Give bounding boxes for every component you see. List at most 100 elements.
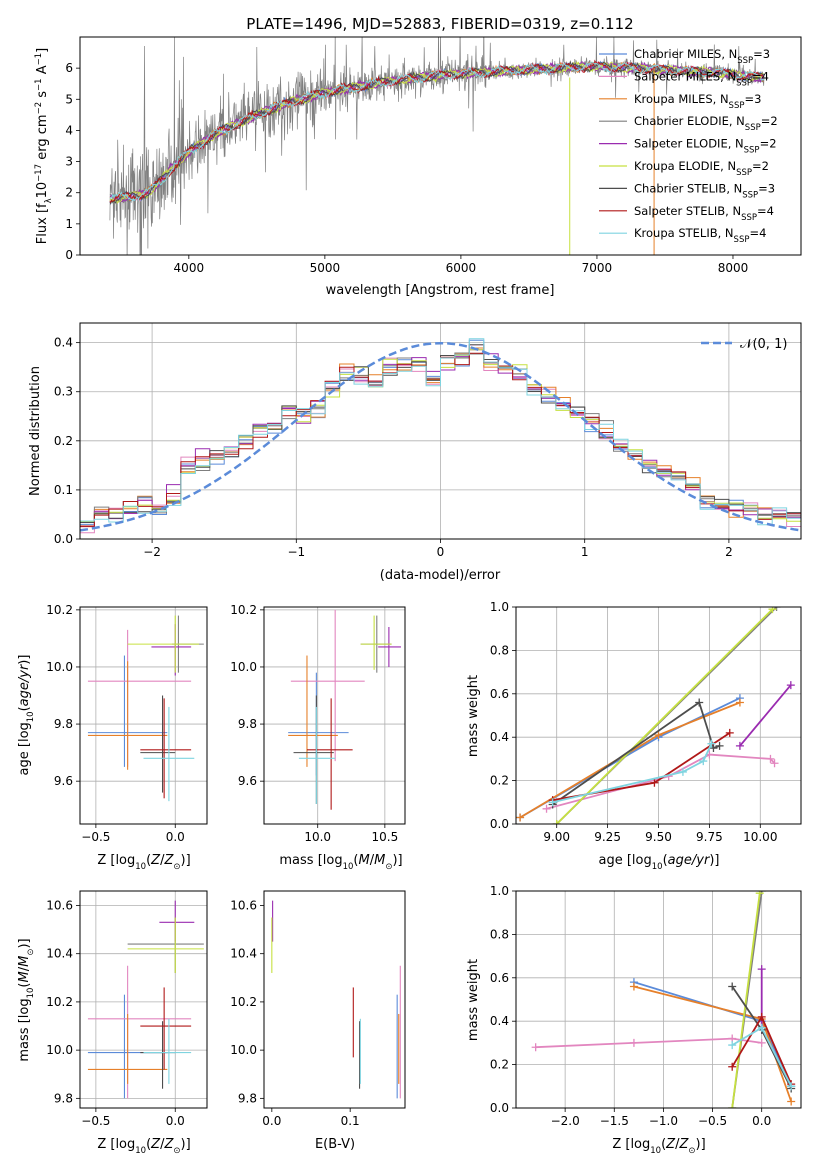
y-tick-label: 0 xyxy=(65,248,73,262)
axes-frame xyxy=(79,606,208,825)
weight-marker-kroupa_stelib xyxy=(699,757,708,766)
y-tick-label: 9.6 xyxy=(238,774,257,788)
y-tick-label: 9.8 xyxy=(238,717,257,731)
axes-frame xyxy=(515,890,802,1109)
y-axis-label: mass weight xyxy=(466,959,481,1041)
y-tick-label: 4 xyxy=(65,123,73,137)
weight-marker-kroupa_miles xyxy=(787,1097,796,1106)
y-axis-label: Flux [fλ10−17 erg cm−2 s−1 A−1] xyxy=(34,48,54,244)
x-tick-label: 8000 xyxy=(718,261,749,275)
y-tick-label: 0.2 xyxy=(490,774,509,788)
x-tick-label: 9.50 xyxy=(645,830,672,844)
chart-title: PLATE=1496, MJD=52883, FIBERID=0319, z=0… xyxy=(246,15,633,33)
weight-marker-salpeter_miles xyxy=(766,754,775,763)
x-axis-label: Z [log10(Z/Z⊙)] xyxy=(97,1137,190,1156)
model-spectrum-kroupa_elodie xyxy=(109,60,764,204)
weight-marker-kroupa_elodie xyxy=(552,820,561,824)
y-tick-label: 0.0 xyxy=(54,532,73,546)
y-tick-label: 10.6 xyxy=(46,898,73,912)
y-tick-label: 10.4 xyxy=(46,947,73,961)
weight-vs-z-panel-plot xyxy=(516,891,801,1108)
mass-vs-ebv-panel-plot xyxy=(271,900,401,1099)
y-tick-label: 0.0 xyxy=(490,817,509,831)
x-tick-label: 10.00 xyxy=(743,830,777,844)
x-tick-label: 0.0 xyxy=(752,1114,771,1128)
weight-marker-kroupa_elodie xyxy=(755,891,764,898)
weight-line-kroupa_elodie xyxy=(556,608,774,824)
residual-panel: −2 −1 0 1 2 0.0 0.1 0.2 0.3 0.4 xyxy=(54,322,802,559)
y-tick-label: 0.4 xyxy=(54,336,73,350)
y-tick-label: 10.6 xyxy=(230,898,257,912)
x-tick-label: 7000 xyxy=(582,261,613,275)
weight-marker-salpeter_stelib xyxy=(757,1012,766,1021)
y-axis-label: Normed distribution xyxy=(28,366,43,496)
y-tick-label: 9.8 xyxy=(238,1091,257,1105)
y-tick-label: 1.0 xyxy=(490,884,509,898)
model-spectrum-kroupa_miles xyxy=(109,61,764,201)
y-tick-label: 3 xyxy=(65,155,73,169)
y-tick-label: 0.6 xyxy=(490,687,509,701)
weight-marker-kroupa_stelib xyxy=(787,1082,796,1091)
y-tick-label: 0.4 xyxy=(490,730,509,744)
weight-marker-kroupa_stelib xyxy=(728,1041,737,1050)
weight-marker-kroupa_elodie xyxy=(768,607,777,614)
x-axis-label: (data-model)/error xyxy=(380,568,501,583)
normal-curve-line xyxy=(80,341,801,532)
y-tick-label: 0.3 xyxy=(54,385,73,399)
age-vs-z-panel: −0.5 0.0 9.6 9.8 10.0 10.2 xyxy=(46,603,208,844)
y-tick-label: 9.8 xyxy=(54,1091,73,1105)
y-tick-label: 10.2 xyxy=(46,603,73,617)
x-tick-label: −0.5 xyxy=(81,1114,110,1128)
x-tick-label: 10.5 xyxy=(371,830,398,844)
weight-marker-kroupa_stelib xyxy=(757,1023,766,1032)
y-tick-label: 2 xyxy=(65,186,73,200)
x-tick-label: −2 xyxy=(143,545,161,559)
axes-frame xyxy=(79,36,802,256)
weight-marker-kroupa_stelib xyxy=(707,739,716,748)
legend-label-salpeter_elodie: Salpeter ELODIE, NSSP=2 xyxy=(634,137,777,156)
weight-marker-chabrier_stelib xyxy=(715,741,724,750)
y-tick-label: 10.2 xyxy=(230,603,257,617)
weight-marker-salpeter_elodie xyxy=(786,681,795,690)
y-tick-label: 9.6 xyxy=(54,774,73,788)
mass-vs-z-panel-plot xyxy=(80,891,207,1108)
weight-marker-salpeter_elodie xyxy=(757,965,766,974)
x-tick-label: 9.25 xyxy=(594,830,621,844)
model-spectrum-salpeter_stelib xyxy=(109,59,764,204)
residual-histogram-kroupa_stelib xyxy=(80,338,801,526)
weight-marker-kroupa_miles xyxy=(516,813,525,822)
legend-label-kroupa_stelib: Kroupa STELIB, NSSP=4 xyxy=(634,226,766,245)
weight-line-salpeter_elodie xyxy=(739,684,792,747)
y-axis-label: mass weight xyxy=(466,675,481,757)
y-tick-label: 0.8 xyxy=(490,643,509,657)
mass-vs-ebv-panel: 0.0 0.1 9.8 10.0 10.2 10.4 10.6 xyxy=(230,890,406,1128)
x-axis-label: E(B-V) xyxy=(315,1137,355,1152)
y-tick-label: 0.1 xyxy=(54,483,73,497)
y-tick-label: 10.0 xyxy=(230,660,257,674)
y-tick-label: 10.4 xyxy=(230,947,257,961)
weight-marker-chabrier_stelib xyxy=(695,698,704,707)
weight-marker-kroupa_miles xyxy=(629,982,638,991)
x-tick-label: 2 xyxy=(725,545,733,559)
legend-label-kroupa_elodie: Kroupa ELODIE, NSSP=2 xyxy=(634,159,769,178)
y-tick-label: 0.0 xyxy=(490,1101,509,1115)
y-tick-label: 0.6 xyxy=(490,971,509,985)
weight-line-chabrier_stelib xyxy=(552,701,720,806)
legend-label-salpeter_miles: Salpeter MILES, NSSP=4 xyxy=(634,69,769,88)
legend-label-kroupa_miles: Kroupa MILES, NSSP=3 xyxy=(634,92,761,111)
x-tick-label: −1.5 xyxy=(600,1114,629,1128)
axes-frame xyxy=(263,890,406,1109)
weight-vs-age-panel: 9.00 9.25 9.50 9.75 10.00 0.0 0.2 0.4 0.6 0.8 1.0 xyxy=(490,600,802,844)
weight-vs-z-panel: −2.0 −1.5 −1.0 −0.5 0.0 0.0 0.2 0.4 0.6 0.8 1.0 xyxy=(490,884,802,1128)
weight-marker-kroupa_stelib xyxy=(548,798,557,807)
weight-line-salpeter_miles xyxy=(535,1037,762,1049)
weight-marker-kroupa_miles xyxy=(654,731,663,740)
weight-marker-chabrier_stelib xyxy=(709,744,718,753)
x-tick-label: 0.0 xyxy=(166,1114,185,1128)
y-tick-label: 10.2 xyxy=(230,995,257,1009)
x-tick-label: 4000 xyxy=(174,261,205,275)
spectrum-panel-plot xyxy=(109,37,765,255)
x-axis-label: wavelength [Angstrom, rest frame] xyxy=(326,283,555,298)
age-vs-mass-panel-plot xyxy=(264,607,405,824)
x-tick-label: −1.0 xyxy=(649,1114,678,1128)
